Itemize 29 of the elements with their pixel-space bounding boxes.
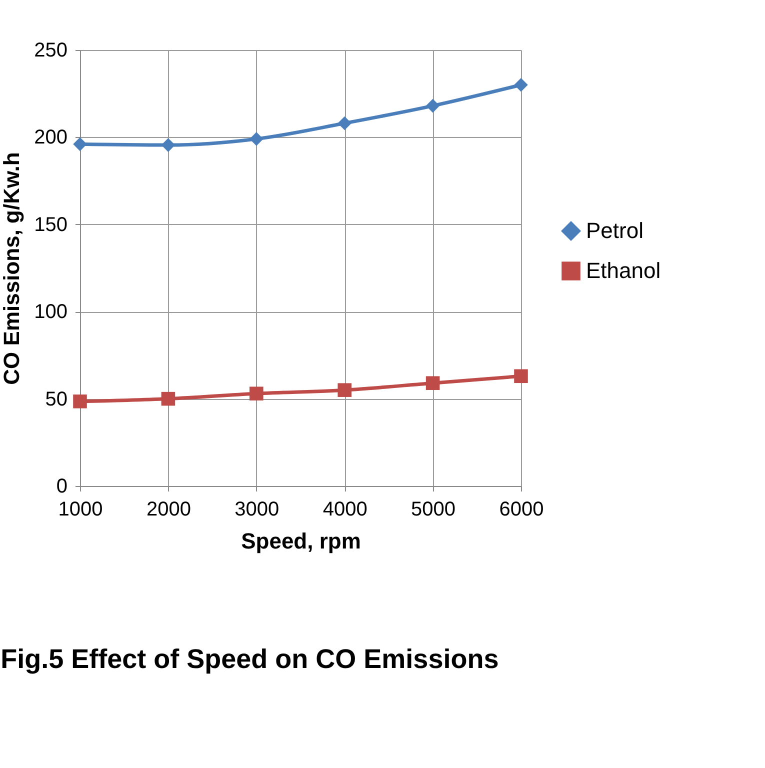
- point: [338, 383, 352, 397]
- point: [73, 394, 87, 408]
- x-tick-label: 2000: [146, 498, 191, 520]
- point: [426, 376, 440, 390]
- y-tick-label: 100: [34, 301, 68, 324]
- point: [514, 369, 528, 384]
- y-tick-label: 150: [34, 214, 68, 236]
- point: [73, 137, 87, 152]
- y-tick-label: 0: [56, 476, 68, 498]
- legend-label: Ethanol: [586, 258, 661, 283]
- x-tick-label: 6000: [499, 498, 544, 520]
- y-tick-label: 50: [45, 388, 68, 410]
- y-tick-label: 200: [34, 126, 68, 149]
- x-tick-label: 5000: [411, 498, 456, 520]
- point: [338, 116, 352, 130]
- y-axis-title: CO Emissions, g/Kw.h: [0, 152, 24, 385]
- point: [250, 132, 264, 146]
- point: [514, 78, 528, 92]
- point: [161, 392, 176, 406]
- x-tick-label: 3000: [234, 498, 280, 520]
- point: [426, 98, 440, 113]
- x-tick-label: 1000: [58, 498, 103, 520]
- x-tick-label: 4000: [322, 498, 368, 520]
- point: [250, 386, 264, 400]
- legend-label: Petrol: [586, 218, 644, 243]
- point: [161, 138, 176, 152]
- text: Fig.5 Effect of Speed on CO Emissions: [0, 644, 499, 674]
- x-axis-title: Speed, rpm: [241, 528, 361, 554]
- y-tick-label: 250: [34, 40, 68, 62]
